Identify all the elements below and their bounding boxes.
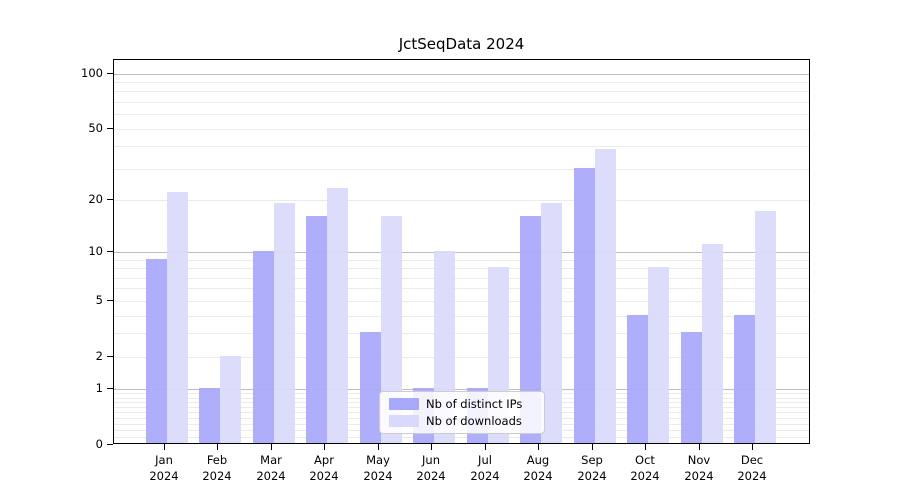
bar-downloads-apr	[327, 188, 348, 443]
y-tick-label-0: 0	[95, 437, 103, 451]
bar-distinct-ips-mar	[253, 251, 274, 443]
x-tick-label-jun: Jun 2024	[416, 453, 446, 483]
bar-downloads-sep	[595, 149, 616, 443]
x-tick-label-apr: Apr 2024	[309, 453, 339, 483]
y-tick-mark-2	[107, 356, 113, 357]
gridline-100	[114, 74, 809, 75]
y-tick-mark-1	[107, 388, 113, 389]
bar-downloads-feb	[220, 356, 241, 443]
gridline-20	[114, 200, 809, 201]
legend-item-downloads: Nb of downloads	[380, 414, 544, 428]
legend-label-downloads: Nb of downloads	[426, 414, 522, 428]
bar-distinct-ips-aug	[520, 216, 541, 443]
y-tick-label-5: 5	[95, 293, 103, 307]
gridline-0.1	[114, 437, 809, 438]
x-tick-label-oct: Oct 2024	[630, 453, 660, 483]
legend-swatch-distinct-ips	[389, 398, 419, 410]
bar-downloads-dec	[755, 211, 776, 443]
x-tick-label-sep: Sep 2024	[577, 453, 607, 483]
bar-distinct-ips-dec	[734, 315, 755, 443]
gridline-80	[114, 91, 809, 92]
y-tick-label-1: 1	[95, 381, 103, 395]
legend-label-distinct-ips: Nb of distinct IPs	[426, 397, 523, 411]
gridline-50	[114, 129, 809, 130]
x-tick-mark-sep	[592, 444, 593, 450]
gridline-8	[114, 268, 809, 269]
bar-downloads-may	[381, 216, 402, 443]
gridline-6	[114, 288, 809, 289]
bar-distinct-ips-sep	[574, 168, 595, 443]
y-tick-mark-0	[107, 444, 113, 445]
y-tick-mark-50	[107, 128, 113, 129]
x-tick-mark-jan	[164, 444, 165, 450]
y-tick-label-2: 2	[95, 349, 103, 363]
gridline-9	[114, 260, 809, 261]
x-tick-label-feb: Feb 2024	[202, 453, 232, 483]
gridline-7	[114, 278, 809, 279]
gridline-3	[114, 333, 809, 334]
bar-distinct-ips-nov	[681, 332, 702, 443]
x-tick-label-mar: Mar 2024	[256, 453, 286, 483]
gridline-40	[114, 146, 809, 147]
x-tick-mark-jul	[485, 444, 486, 450]
bar-distinct-ips-feb	[199, 388, 220, 443]
bar-distinct-ips-oct	[627, 315, 648, 443]
x-tick-label-dec: Dec 2024	[737, 453, 767, 483]
bar-downloads-jan	[167, 192, 188, 443]
bar-distinct-ips-may	[360, 332, 381, 443]
x-tick-label-aug: Aug 2024	[523, 453, 553, 483]
gridline-4	[114, 316, 809, 317]
y-tick-label-10: 10	[88, 244, 103, 258]
legend: Nb of distinct IPs Nb of downloads	[379, 391, 545, 434]
gridline-5	[114, 301, 809, 302]
x-tick-mark-jun	[431, 444, 432, 450]
gridline-30	[114, 169, 809, 170]
legend-item-distinct-ips: Nb of distinct IPs	[380, 397, 544, 411]
y-tick-label-20: 20	[88, 192, 103, 206]
x-tick-label-jul: Jul 2024	[470, 453, 500, 483]
gridline-1	[114, 389, 809, 390]
plot-area	[113, 59, 810, 444]
bar-downloads-oct	[648, 267, 669, 443]
x-tick-label-jan: Jan 2024	[149, 453, 179, 483]
y-tick-mark-20	[107, 199, 113, 200]
legend-swatch-downloads	[389, 415, 419, 427]
bar-distinct-ips-apr	[306, 216, 327, 443]
gridline-70	[114, 102, 809, 103]
bar-downloads-mar	[274, 203, 295, 443]
x-tick-mark-nov	[699, 444, 700, 450]
gridline-60	[114, 114, 809, 115]
gridline-10	[114, 252, 809, 253]
x-tick-mark-feb	[217, 444, 218, 450]
x-tick-label-may: May 2024	[363, 453, 393, 483]
x-tick-mark-mar	[271, 444, 272, 450]
y-tick-mark-100	[107, 73, 113, 74]
y-tick-label-50: 50	[88, 121, 103, 135]
x-tick-mark-oct	[645, 444, 646, 450]
x-tick-mark-dec	[752, 444, 753, 450]
gridline-2	[114, 357, 809, 358]
x-tick-mark-apr	[324, 444, 325, 450]
x-tick-label-nov: Nov 2024	[684, 453, 714, 483]
gridline-90	[114, 82, 809, 83]
chart-title: JctSeqData 2024	[398, 35, 525, 53]
x-tick-mark-may	[378, 444, 379, 450]
x-tick-mark-aug	[538, 444, 539, 450]
bar-downloads-nov	[702, 244, 723, 443]
bar-distinct-ips-jan	[146, 259, 167, 443]
bar-downloads-aug	[541, 203, 562, 443]
y-tick-mark-5	[107, 300, 113, 301]
y-tick-mark-10	[107, 251, 113, 252]
y-tick-label-100: 100	[81, 66, 103, 80]
